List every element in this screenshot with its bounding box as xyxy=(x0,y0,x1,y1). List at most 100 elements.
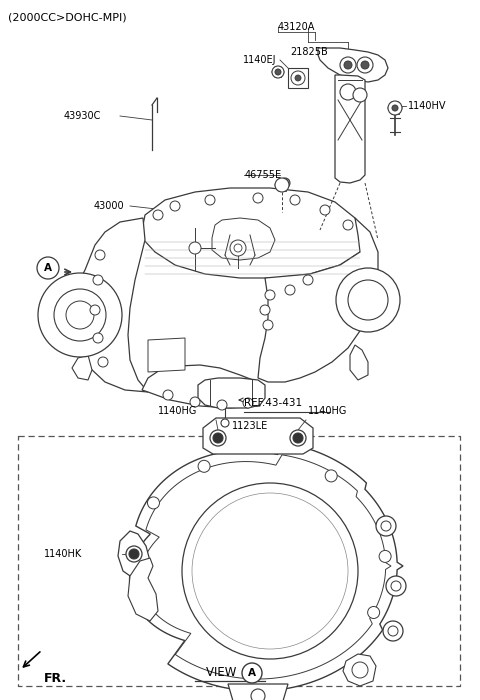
Circle shape xyxy=(182,483,358,659)
Circle shape xyxy=(265,290,275,300)
Circle shape xyxy=(391,581,401,591)
Polygon shape xyxy=(343,654,376,686)
Polygon shape xyxy=(212,218,275,260)
Circle shape xyxy=(90,305,100,315)
Text: A: A xyxy=(44,263,52,273)
Circle shape xyxy=(93,333,103,343)
Circle shape xyxy=(291,71,305,85)
Circle shape xyxy=(190,397,200,407)
Polygon shape xyxy=(142,188,365,278)
Text: 1140HG: 1140HG xyxy=(308,406,348,416)
Circle shape xyxy=(295,75,301,81)
Polygon shape xyxy=(140,455,391,679)
Circle shape xyxy=(253,193,263,203)
Circle shape xyxy=(285,285,295,295)
Circle shape xyxy=(210,430,226,446)
Polygon shape xyxy=(72,355,92,380)
Circle shape xyxy=(293,433,303,443)
Text: 21825B: 21825B xyxy=(290,47,328,57)
Circle shape xyxy=(376,516,396,536)
Circle shape xyxy=(353,88,367,102)
Circle shape xyxy=(357,57,373,73)
Polygon shape xyxy=(198,378,265,408)
Circle shape xyxy=(66,301,94,329)
Text: 46755E: 46755E xyxy=(245,170,282,180)
Polygon shape xyxy=(258,218,378,382)
Circle shape xyxy=(383,621,403,641)
Circle shape xyxy=(260,305,270,315)
Circle shape xyxy=(386,576,406,596)
Circle shape xyxy=(98,357,108,367)
Circle shape xyxy=(275,178,289,192)
Text: REF.43-431: REF.43-431 xyxy=(244,398,302,408)
Circle shape xyxy=(290,195,300,205)
Polygon shape xyxy=(228,684,288,700)
Polygon shape xyxy=(118,531,150,578)
Circle shape xyxy=(126,546,142,562)
Polygon shape xyxy=(130,443,403,691)
Circle shape xyxy=(392,105,398,111)
Polygon shape xyxy=(148,338,185,372)
Circle shape xyxy=(336,268,400,332)
Text: 43000: 43000 xyxy=(94,201,125,211)
Circle shape xyxy=(93,275,103,285)
Polygon shape xyxy=(335,75,365,183)
Circle shape xyxy=(361,61,369,69)
Circle shape xyxy=(170,201,180,211)
Circle shape xyxy=(343,220,353,230)
Circle shape xyxy=(340,57,356,73)
Circle shape xyxy=(251,689,265,700)
Circle shape xyxy=(303,275,313,285)
Circle shape xyxy=(230,240,246,256)
Circle shape xyxy=(95,250,105,260)
Text: 1140HV: 1140HV xyxy=(408,101,446,111)
Polygon shape xyxy=(203,418,313,454)
Circle shape xyxy=(320,205,330,215)
Circle shape xyxy=(189,242,201,254)
Circle shape xyxy=(381,521,391,531)
Circle shape xyxy=(147,497,159,509)
Circle shape xyxy=(379,550,391,562)
Polygon shape xyxy=(72,288,92,310)
Circle shape xyxy=(263,320,273,330)
Polygon shape xyxy=(142,365,260,408)
Circle shape xyxy=(325,470,337,482)
Circle shape xyxy=(129,549,139,559)
Circle shape xyxy=(163,390,173,400)
Circle shape xyxy=(282,180,288,186)
Text: 1140HG: 1140HG xyxy=(158,406,197,416)
Text: A: A xyxy=(248,668,256,678)
Polygon shape xyxy=(75,218,148,392)
Circle shape xyxy=(213,433,223,443)
Circle shape xyxy=(344,61,352,69)
Polygon shape xyxy=(128,558,158,621)
Text: 43120A: 43120A xyxy=(278,22,315,32)
Circle shape xyxy=(217,400,227,410)
Text: FR.: FR. xyxy=(44,671,67,685)
Text: 1140EJ: 1140EJ xyxy=(243,55,276,65)
Text: 43930C: 43930C xyxy=(64,111,101,121)
Text: VIEW: VIEW xyxy=(206,666,240,680)
Circle shape xyxy=(192,493,348,649)
Polygon shape xyxy=(288,68,308,88)
Circle shape xyxy=(272,66,284,78)
Circle shape xyxy=(242,663,262,683)
Circle shape xyxy=(243,398,253,408)
Text: (2000CC>DOHC-MPI): (2000CC>DOHC-MPI) xyxy=(8,12,127,22)
Polygon shape xyxy=(350,345,368,380)
Circle shape xyxy=(275,69,281,75)
Circle shape xyxy=(205,195,215,205)
Circle shape xyxy=(234,244,242,252)
Circle shape xyxy=(352,662,368,678)
Text: 1140HK: 1140HK xyxy=(44,549,82,559)
Circle shape xyxy=(54,289,106,341)
Circle shape xyxy=(348,280,388,320)
Polygon shape xyxy=(318,48,388,82)
Text: 1123LE: 1123LE xyxy=(232,421,268,431)
Circle shape xyxy=(153,210,163,220)
Circle shape xyxy=(280,178,290,188)
Circle shape xyxy=(290,430,306,446)
Circle shape xyxy=(388,626,398,636)
Circle shape xyxy=(221,419,229,427)
Circle shape xyxy=(368,606,380,619)
